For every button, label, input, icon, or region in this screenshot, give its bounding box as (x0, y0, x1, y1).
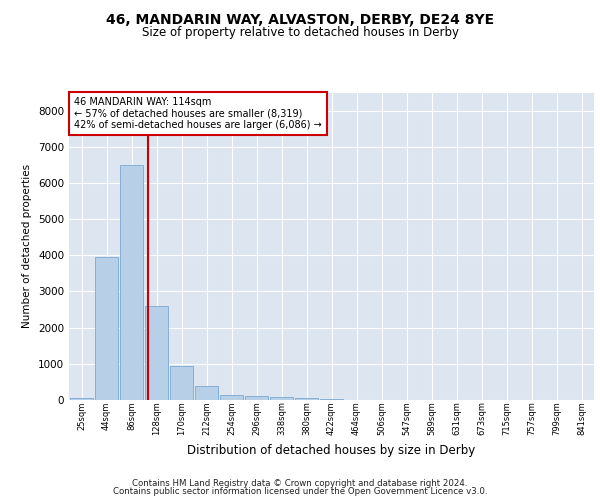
Bar (120, 165, 143, 400)
Bar (195, 386, 218, 400)
Bar (170, 366, 193, 400)
Bar (245, 396, 268, 400)
Text: 46 MANDARIN WAY: 114sqm
← 57% of detached houses are smaller (8,319)
42% of semi: 46 MANDARIN WAY: 114sqm ← 57% of detache… (74, 97, 322, 130)
Bar (270, 398, 293, 400)
Bar (295, 398, 318, 400)
Bar (145, 306, 168, 400)
Text: Contains HM Land Registry data © Crown copyright and database right 2024.: Contains HM Land Registry data © Crown c… (132, 478, 468, 488)
X-axis label: Distribution of detached houses by size in Derby: Distribution of detached houses by size … (187, 444, 476, 456)
Y-axis label: Number of detached properties: Number of detached properties (22, 164, 32, 328)
Text: Contains public sector information licensed under the Open Government Licence v3: Contains public sector information licen… (113, 487, 487, 496)
Bar (320, 399, 343, 400)
Bar (95, 257, 118, 400)
Text: Size of property relative to detached houses in Derby: Size of property relative to detached ho… (142, 26, 458, 39)
Bar (70, 398, 93, 400)
Bar (220, 394, 243, 400)
Text: 46, MANDARIN WAY, ALVASTON, DERBY, DE24 8YE: 46, MANDARIN WAY, ALVASTON, DERBY, DE24 … (106, 12, 494, 26)
